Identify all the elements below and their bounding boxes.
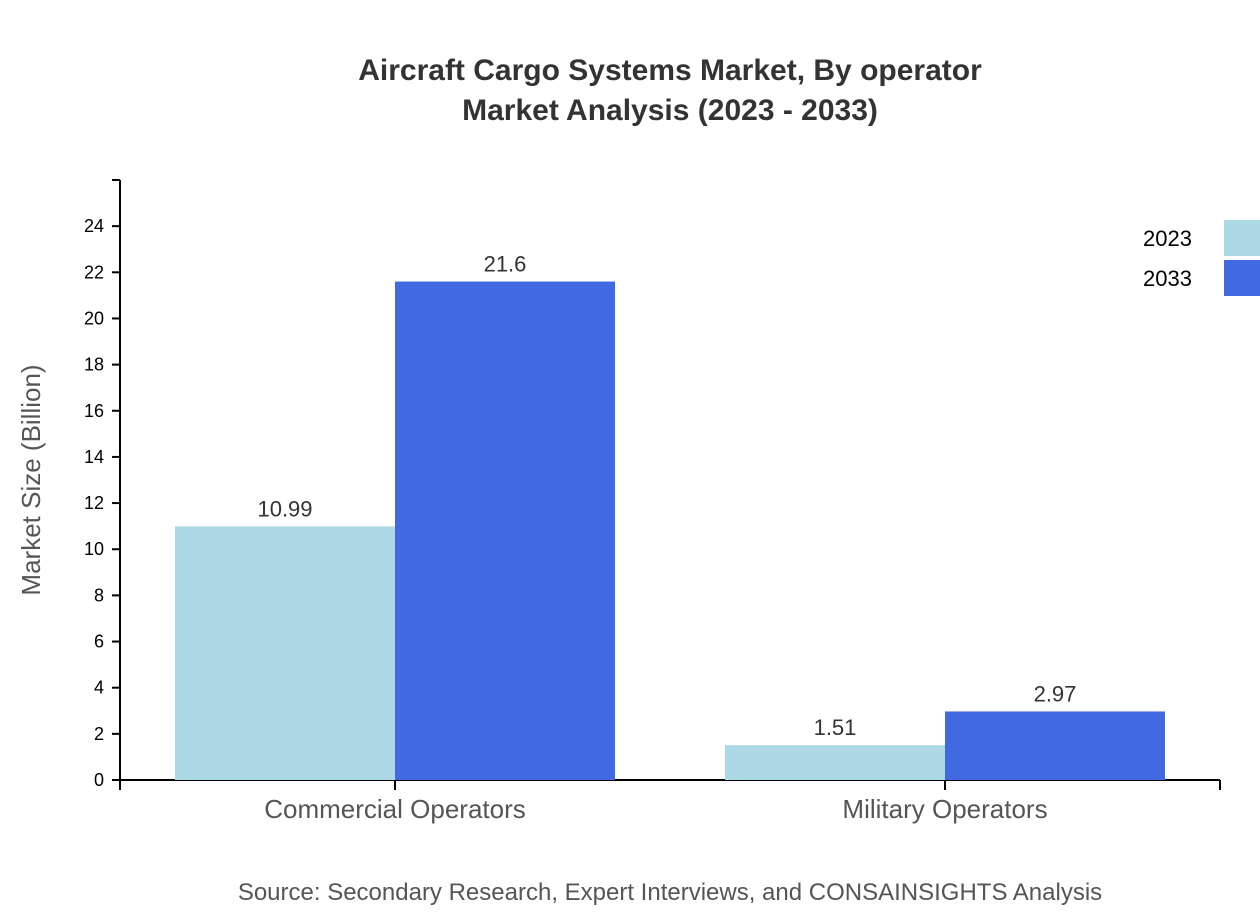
legend-swatch <box>1224 260 1260 296</box>
y-tick-label: 4 <box>94 678 104 698</box>
chart-subtitle: Market Analysis (2023 - 2033) <box>462 94 878 127</box>
y-tick-label: 20 <box>84 308 104 328</box>
y-tick-label: 6 <box>94 632 104 652</box>
bar-2023 <box>725 745 945 780</box>
chart-title: Aircraft Cargo Systems Market, By operat… <box>358 54 982 87</box>
bar-2033 <box>945 711 1165 780</box>
legend-label: 2023 <box>1143 226 1192 251</box>
data-label: 21.6 <box>484 252 527 277</box>
data-label: 1.51 <box>814 715 857 740</box>
y-tick-label: 24 <box>84 216 104 236</box>
x-tick-label: Military Operators <box>842 794 1047 824</box>
legend-swatch <box>1224 220 1260 256</box>
y-tick-label: 10 <box>84 539 104 559</box>
bar-2023 <box>175 526 395 780</box>
y-tick-label: 2 <box>94 724 104 744</box>
legend: 2023 2033 <box>1143 220 1260 296</box>
x-axis: Commercial Operators Military Operators <box>119 779 1221 824</box>
y-tick-label: 8 <box>94 585 104 605</box>
y-axis-label: Market Size (Billion) <box>16 364 46 595</box>
y-tick-label: 12 <box>84 493 104 513</box>
y-tick-label: 22 <box>84 262 104 282</box>
y-tick-label: 16 <box>84 401 104 421</box>
y-tick-label: 0 <box>94 770 104 790</box>
bar-2033 <box>395 281 615 780</box>
data-label: 2.97 <box>1034 681 1077 706</box>
source-note: Source: Secondary Research, Expert Inter… <box>238 879 1102 906</box>
y-tick-label: 14 <box>84 447 104 467</box>
y-tick-label: 18 <box>84 355 104 375</box>
legend-label: 2033 <box>1143 266 1192 291</box>
bars: 10.99 21.6 1.51 2.97 <box>175 252 1165 780</box>
data-label: 10.99 <box>257 496 312 521</box>
x-tick-label: Commercial Operators <box>264 794 526 824</box>
